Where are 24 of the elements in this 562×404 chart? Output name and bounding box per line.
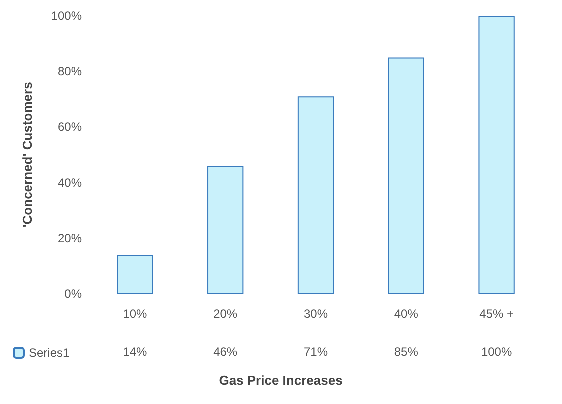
- y-tick-label: 100%: [51, 9, 82, 23]
- bar: [388, 58, 424, 294]
- data-label: 100%: [481, 345, 512, 359]
- x-tick-label: 30%: [304, 307, 328, 321]
- y-tick-label: 0%: [64, 287, 82, 301]
- data-label: 71%: [304, 345, 328, 359]
- bar: [117, 255, 154, 294]
- x-tick-label: 40%: [394, 307, 419, 321]
- data-label: 85%: [394, 345, 419, 359]
- data-label: 14%: [123, 345, 148, 359]
- y-axis-title: 'Concerned' Customers: [20, 82, 35, 228]
- legend-label: Series1: [29, 346, 70, 360]
- y-tick-label: 20%: [58, 231, 82, 246]
- bar: [478, 16, 515, 294]
- bar: [208, 166, 244, 294]
- x-tick-label: 10%: [123, 307, 148, 321]
- data-label: 46%: [214, 345, 238, 359]
- bar: [298, 96, 334, 294]
- x-tick-label: 20%: [214, 307, 238, 321]
- x-axis-title: Gas Price Increases: [219, 373, 343, 388]
- x-tick-label: 45% +: [480, 307, 514, 321]
- y-tick-label: 60%: [58, 120, 82, 134]
- y-tick-label: 80%: [58, 64, 82, 79]
- y-tick-label: 40%: [58, 176, 82, 190]
